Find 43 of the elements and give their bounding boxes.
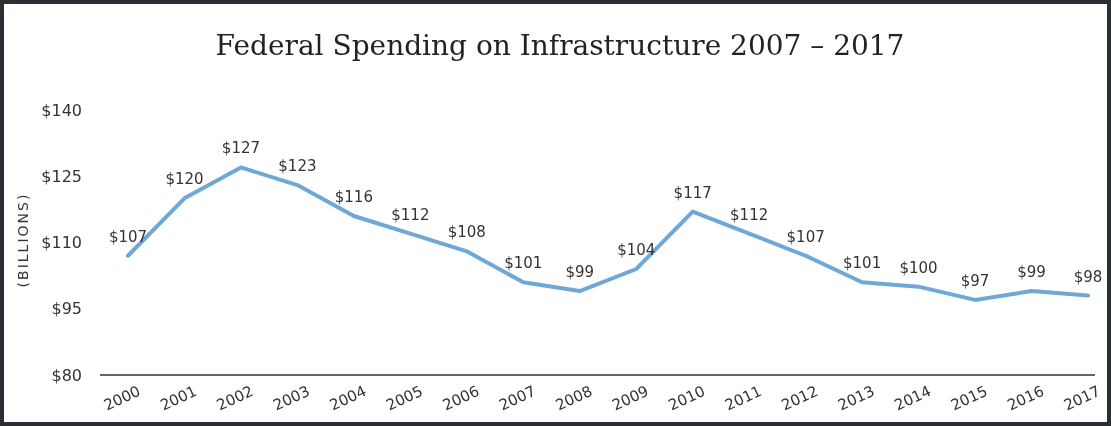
x-tick-label: 2017 [1061,382,1104,415]
x-tick-label: 2009 [609,382,652,415]
x-tick-label: 2007 [496,382,539,415]
x-tick-label: 2015 [948,382,991,415]
y-axis-title: (BILLIONS) [15,192,31,288]
x-tick-label: 2005 [383,382,426,415]
x-tick-label: 2006 [439,382,483,415]
y-tick-label: $80 [51,365,82,385]
text: $98 [1073,267,1103,286]
text: $116 [334,188,373,206]
text: $112 [730,205,769,224]
x-tick-label: 2001 [157,382,200,415]
text: $101 [843,254,882,273]
text: $101 [504,254,543,273]
text: $107 [108,227,148,246]
x-tick-label: 2000 [101,382,144,415]
text: $99 [565,263,595,282]
text: $107 [786,227,825,246]
x-tick-label: 2003 [270,382,313,415]
x-tick-label: 2010 [665,382,708,415]
x-tick-label: 2004 [326,382,370,415]
x-tick-label: 2002 [213,382,257,415]
text: $123 [278,157,317,176]
x-tick-label: 2011 [722,382,765,415]
text: $112 [391,205,430,224]
chart-title: Federal Spending on Infrastructure 2007 – 2017 [215,29,905,62]
text: $99 [1017,263,1046,282]
text: $108 [447,223,486,242]
x-tick-label: 2016 [1004,382,1047,415]
text: $127 [221,139,261,158]
y-tick-label: $125 [41,166,82,186]
x-tick-label: 2013 [835,382,878,415]
text: $100 [899,258,938,277]
x-tick-label: 2008 [552,382,595,415]
text: $120 [165,170,204,189]
y-tick-label: $95 [51,299,82,319]
y-tick-label: $110 [41,233,82,253]
text: $97 [960,271,990,290]
y-tick-label: $140 [41,100,82,120]
text: $104 [617,241,656,259]
text: $117 [673,183,712,202]
x-tick-label: 2012 [778,382,821,415]
x-tick-label: 2014 [891,382,934,415]
